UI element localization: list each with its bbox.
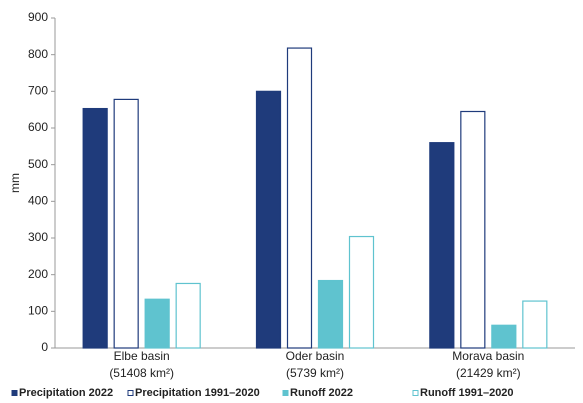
x-tick-label: Oder basin (5739 km²) xyxy=(286,349,345,380)
legend-label: Runoff 1991–2020 xyxy=(420,387,514,399)
bar xyxy=(348,235,375,349)
bar xyxy=(429,142,455,349)
y-tick-label: 100 xyxy=(28,304,48,318)
legend-marker xyxy=(412,390,419,396)
bar xyxy=(175,282,201,349)
bar xyxy=(286,47,313,349)
x-tick-label-line: (5739 km²) xyxy=(286,366,344,380)
bar xyxy=(255,90,282,349)
y-tick-label: 400 xyxy=(28,194,48,208)
y-tick-label: 300 xyxy=(28,230,48,244)
y-axis-label: mm xyxy=(8,173,22,193)
x-tick-label: Morava basin (21429 km²) xyxy=(452,349,524,380)
bar xyxy=(82,107,108,349)
y-tick-label: 900 xyxy=(28,10,48,24)
y-tick-label: 0 xyxy=(41,340,48,354)
bar xyxy=(491,324,517,349)
legend-label: Runoff 2022 xyxy=(290,387,353,399)
x-tick-label-line: (21429 km²) xyxy=(456,366,521,380)
legend-label: Precipitation 2022 xyxy=(19,387,113,399)
legend-marker xyxy=(127,390,134,396)
x-tick-label-line: Oder basin xyxy=(286,349,345,363)
x-tick-label: Elbe basin (51408 km²) xyxy=(109,349,174,380)
bar xyxy=(317,279,344,349)
legend-marker xyxy=(11,390,18,396)
bar xyxy=(522,300,548,349)
bar xyxy=(460,110,486,349)
x-tick-label-line: Elbe basin xyxy=(114,349,170,363)
y-tick-label: 800 xyxy=(28,47,48,61)
y-tick-label: 200 xyxy=(28,267,48,281)
y-tick-label: 700 xyxy=(28,84,48,98)
x-tick-label-line: (51408 km²) xyxy=(109,366,174,380)
bar xyxy=(113,98,139,349)
legend-label: Precipitation 1991–2020 xyxy=(135,387,260,399)
bar xyxy=(144,298,170,349)
legend-marker xyxy=(282,390,289,396)
y-tick-label: 500 xyxy=(28,157,48,171)
y-tick-label: 600 xyxy=(28,120,48,134)
x-tick-label-line: Morava basin xyxy=(452,349,524,363)
